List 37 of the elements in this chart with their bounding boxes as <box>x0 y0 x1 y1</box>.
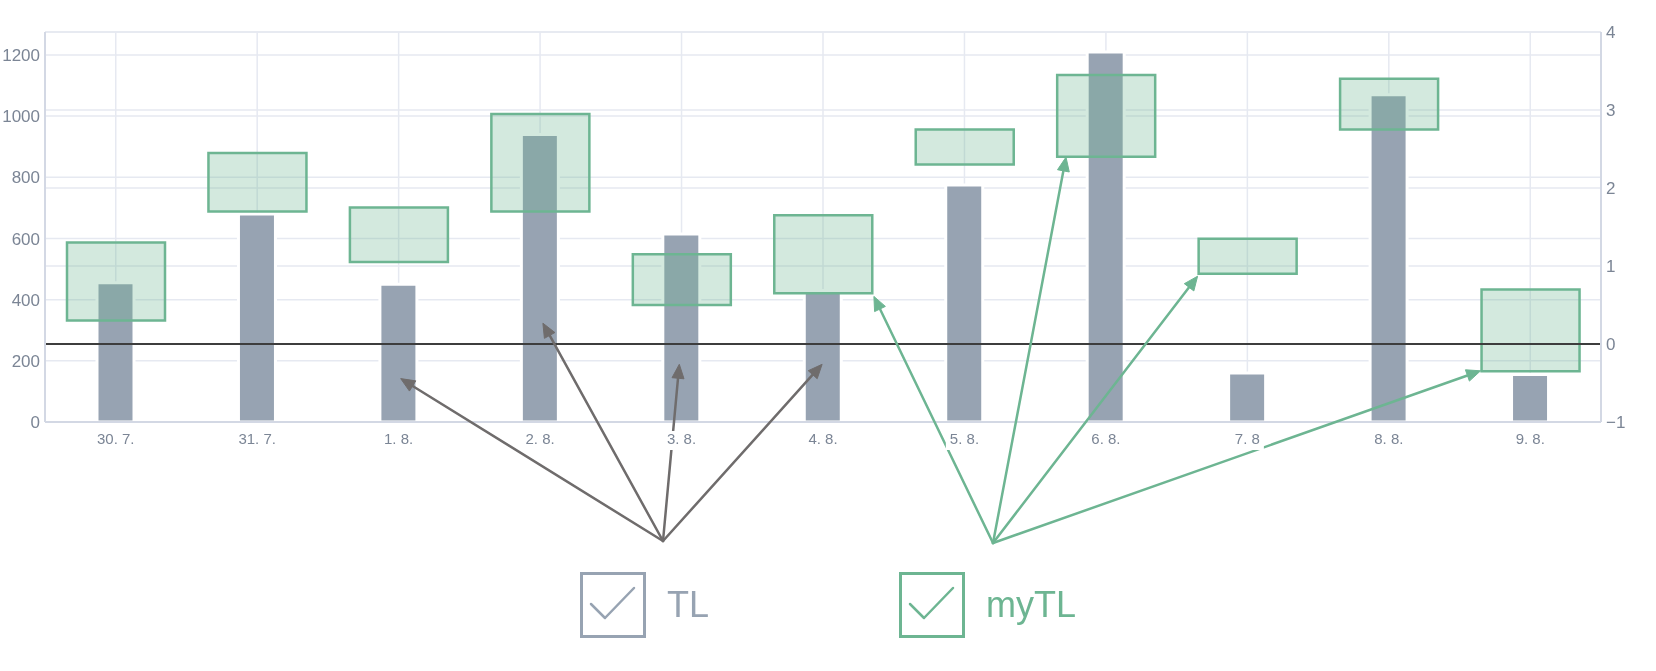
y2-tick-label: −1 <box>1606 413 1626 433</box>
bar <box>348 206 450 264</box>
y-tick-label: 400 <box>11 290 40 310</box>
legend-label: myTL <box>986 584 1076 625</box>
bar <box>773 214 874 295</box>
x-tick-label: 9. 8. <box>1515 429 1545 447</box>
y2-tick-label: 1 <box>1606 257 1616 277</box>
x-tick-label: 3. 8. <box>666 429 697 447</box>
x-tick-label: 5. 8. <box>949 429 980 447</box>
bar <box>944 183 985 422</box>
y2-tick-label: 2 <box>1606 179 1616 199</box>
legend-label: TL <box>666 584 709 625</box>
y2-tick-label: 4 <box>1606 23 1616 43</box>
x-tick-label: 1. 8. <box>384 429 414 447</box>
y-tick-label: 0 <box>30 413 40 433</box>
y-tick-label: 600 <box>11 229 40 249</box>
y-tick-label: 1000 <box>2 107 40 127</box>
bar <box>378 282 419 422</box>
bar <box>207 151 308 213</box>
bar <box>914 128 1015 166</box>
x-tick-label: 31. 7. <box>238 429 276 447</box>
x-tick-label: 2. 8. <box>525 429 555 447</box>
x-tick-label: 7. 8 <box>1234 429 1260 447</box>
y-tick-label: 200 <box>11 351 40 371</box>
y-tick-label: 800 <box>11 168 40 188</box>
bar <box>1480 288 1581 373</box>
x-tick-label: 8. 8. <box>1374 429 1404 447</box>
bar <box>1197 237 1298 276</box>
y2-tick-label: 3 <box>1606 101 1616 121</box>
x-tick-label: 6. 8. <box>1091 429 1121 447</box>
y-tick-label: 1200 <box>2 45 40 65</box>
bar <box>631 253 733 307</box>
bar <box>1227 371 1268 422</box>
x-tick-label: 30. 7. <box>96 429 135 447</box>
x-tick-label: 4. 8. <box>808 429 838 447</box>
y2-tick-label: 0 <box>1606 335 1616 355</box>
bar <box>1338 77 1440 131</box>
